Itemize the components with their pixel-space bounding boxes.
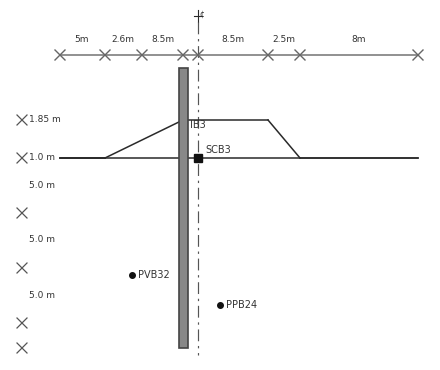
Text: 1.85 m: 1.85 m [29, 115, 61, 124]
Text: 2.5m: 2.5m [272, 35, 296, 44]
Text: 1.0 m: 1.0 m [29, 154, 55, 162]
Text: 5m: 5m [75, 35, 89, 44]
Text: IB3: IB3 [190, 120, 206, 130]
Text: ¢: ¢ [199, 10, 204, 19]
Bar [179, 68, 188, 348]
Bar [194, 154, 202, 162]
Text: 5.0 m: 5.0 m [29, 235, 55, 245]
Text: 8.5m: 8.5m [151, 35, 175, 44]
Text: 8m: 8m [352, 35, 366, 44]
Text: 8.5m: 8.5m [221, 35, 245, 44]
Text: PVB32: PVB32 [138, 270, 170, 280]
Text: SCB3: SCB3 [205, 145, 231, 155]
Text: 5.0 m: 5.0 m [29, 181, 55, 189]
Text: PPB24: PPB24 [226, 300, 257, 310]
Text: 5.0 m: 5.0 m [29, 290, 55, 299]
Text: 2.6m: 2.6m [111, 35, 135, 44]
